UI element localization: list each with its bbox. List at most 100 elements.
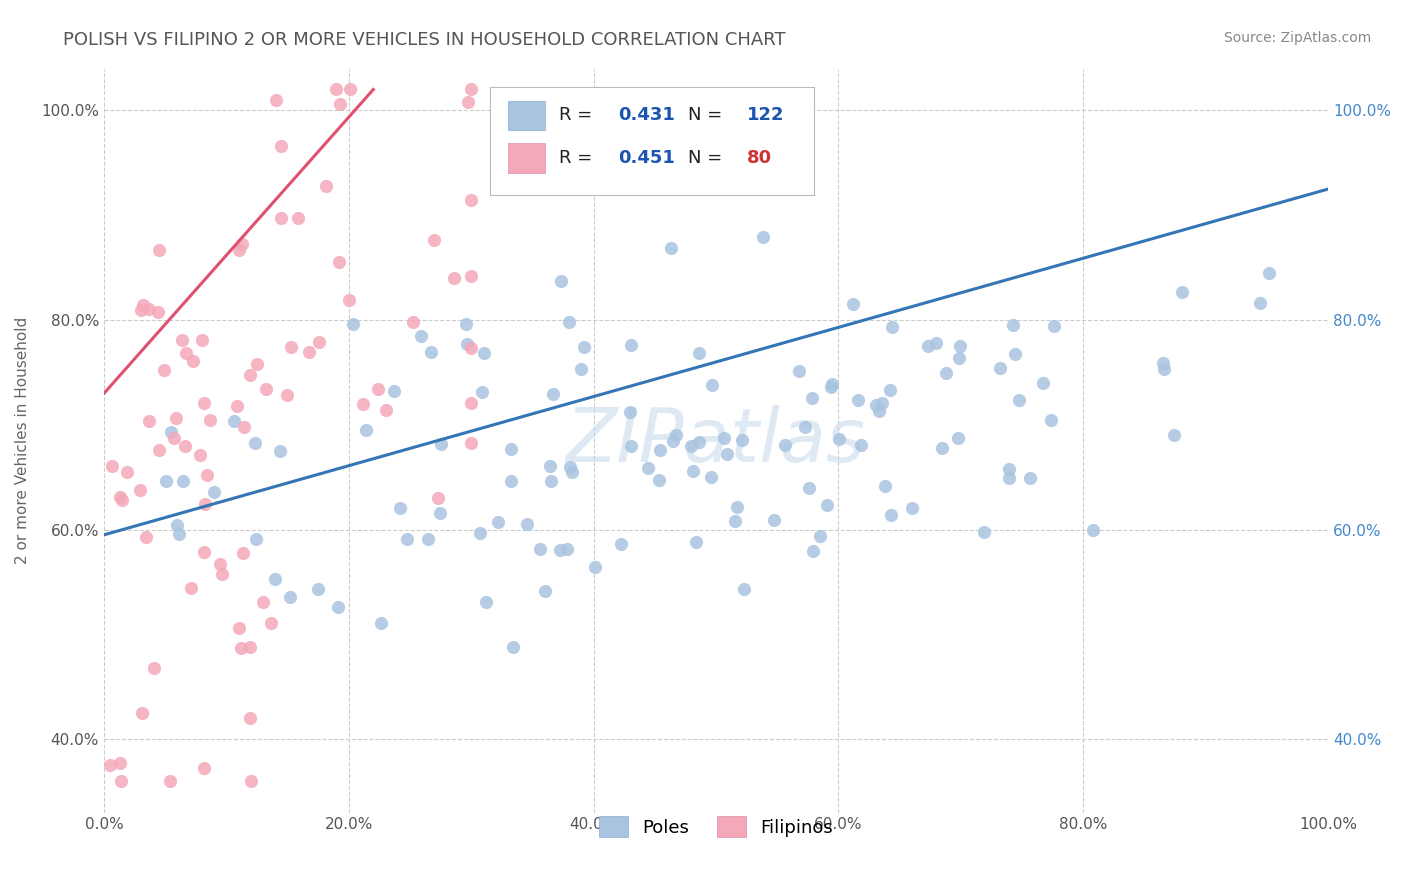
Point bbox=[108, 490, 131, 504]
Point bbox=[949, 339, 972, 353]
Point bbox=[702, 378, 724, 392]
Point bbox=[352, 397, 374, 411]
Point bbox=[146, 305, 169, 319]
Point bbox=[725, 500, 748, 514]
Point bbox=[460, 436, 482, 450]
Point bbox=[460, 268, 482, 283]
Point bbox=[165, 411, 187, 425]
Point bbox=[240, 774, 263, 789]
Point bbox=[280, 590, 302, 604]
Point bbox=[135, 531, 157, 545]
Point bbox=[472, 346, 495, 360]
Point bbox=[583, 560, 606, 574]
Point bbox=[787, 364, 810, 378]
Text: POLISH VS FILIPINO 2 OR MORE VEHICLES IN HOUSEHOLD CORRELATION CHART: POLISH VS FILIPINO 2 OR MORE VEHICLES IN… bbox=[63, 31, 786, 49]
Point bbox=[471, 385, 494, 400]
Point bbox=[180, 581, 202, 595]
Point bbox=[650, 443, 672, 458]
Point bbox=[946, 430, 969, 444]
Point bbox=[266, 93, 288, 107]
Point bbox=[502, 640, 524, 654]
Point bbox=[131, 706, 153, 721]
Point bbox=[475, 595, 498, 609]
Point bbox=[138, 414, 160, 428]
Point bbox=[873, 479, 896, 493]
Point bbox=[396, 532, 419, 546]
Point bbox=[167, 527, 190, 541]
Point bbox=[163, 431, 186, 445]
Point bbox=[460, 193, 482, 207]
Point bbox=[108, 756, 131, 770]
Point bbox=[682, 464, 704, 478]
Point bbox=[190, 333, 212, 347]
Point bbox=[998, 462, 1021, 476]
Point bbox=[254, 382, 277, 396]
Point bbox=[174, 346, 197, 360]
Point bbox=[325, 82, 347, 96]
Point bbox=[148, 442, 170, 457]
Text: R =: R = bbox=[560, 149, 599, 167]
Point bbox=[1004, 347, 1026, 361]
Point bbox=[751, 230, 773, 244]
Point bbox=[252, 595, 274, 609]
Point bbox=[328, 96, 350, 111]
Point bbox=[793, 420, 815, 434]
Point bbox=[132, 297, 155, 311]
Point bbox=[998, 471, 1021, 485]
Point bbox=[538, 459, 561, 474]
Point bbox=[328, 254, 350, 268]
Point bbox=[129, 303, 152, 318]
Point bbox=[382, 384, 405, 398]
Point bbox=[1171, 285, 1194, 300]
Point bbox=[416, 532, 439, 546]
Point bbox=[659, 241, 682, 255]
Point bbox=[619, 405, 641, 419]
Point bbox=[990, 361, 1012, 376]
Point bbox=[367, 382, 389, 396]
Point bbox=[193, 545, 215, 559]
Point bbox=[1249, 296, 1271, 310]
Point bbox=[880, 508, 903, 523]
Point bbox=[152, 363, 174, 377]
Point bbox=[200, 413, 222, 427]
Point bbox=[901, 500, 924, 515]
Point bbox=[1039, 413, 1062, 427]
Point bbox=[550, 274, 572, 288]
Point bbox=[270, 211, 292, 226]
Point bbox=[111, 493, 134, 508]
Point bbox=[142, 660, 165, 674]
Point bbox=[233, 420, 256, 434]
Point bbox=[354, 424, 377, 438]
Point bbox=[846, 393, 869, 408]
Point bbox=[128, 483, 150, 498]
Point bbox=[138, 302, 160, 317]
Point bbox=[688, 345, 710, 359]
Point bbox=[375, 403, 398, 417]
Point bbox=[115, 465, 138, 479]
Point bbox=[460, 82, 482, 96]
Point bbox=[569, 362, 592, 376]
Text: R =: R = bbox=[560, 106, 599, 124]
Point bbox=[246, 357, 269, 371]
Point bbox=[1081, 523, 1104, 537]
Point bbox=[457, 95, 479, 109]
Legend: Poles, Filipinos: Poles, Filipinos bbox=[592, 809, 839, 845]
Point bbox=[561, 465, 583, 479]
Point bbox=[443, 270, 465, 285]
Point bbox=[557, 541, 579, 556]
Point bbox=[842, 297, 865, 311]
Point bbox=[208, 557, 231, 571]
Point bbox=[239, 640, 262, 654]
Point bbox=[648, 473, 671, 487]
Point bbox=[298, 345, 321, 359]
Point bbox=[685, 535, 707, 549]
Point bbox=[148, 243, 170, 257]
Point bbox=[499, 474, 522, 488]
Point bbox=[263, 572, 285, 586]
Point bbox=[188, 448, 211, 462]
Point bbox=[533, 583, 555, 598]
Point bbox=[98, 758, 121, 772]
Point bbox=[879, 384, 901, 398]
Point bbox=[429, 506, 451, 520]
Point bbox=[880, 320, 903, 334]
